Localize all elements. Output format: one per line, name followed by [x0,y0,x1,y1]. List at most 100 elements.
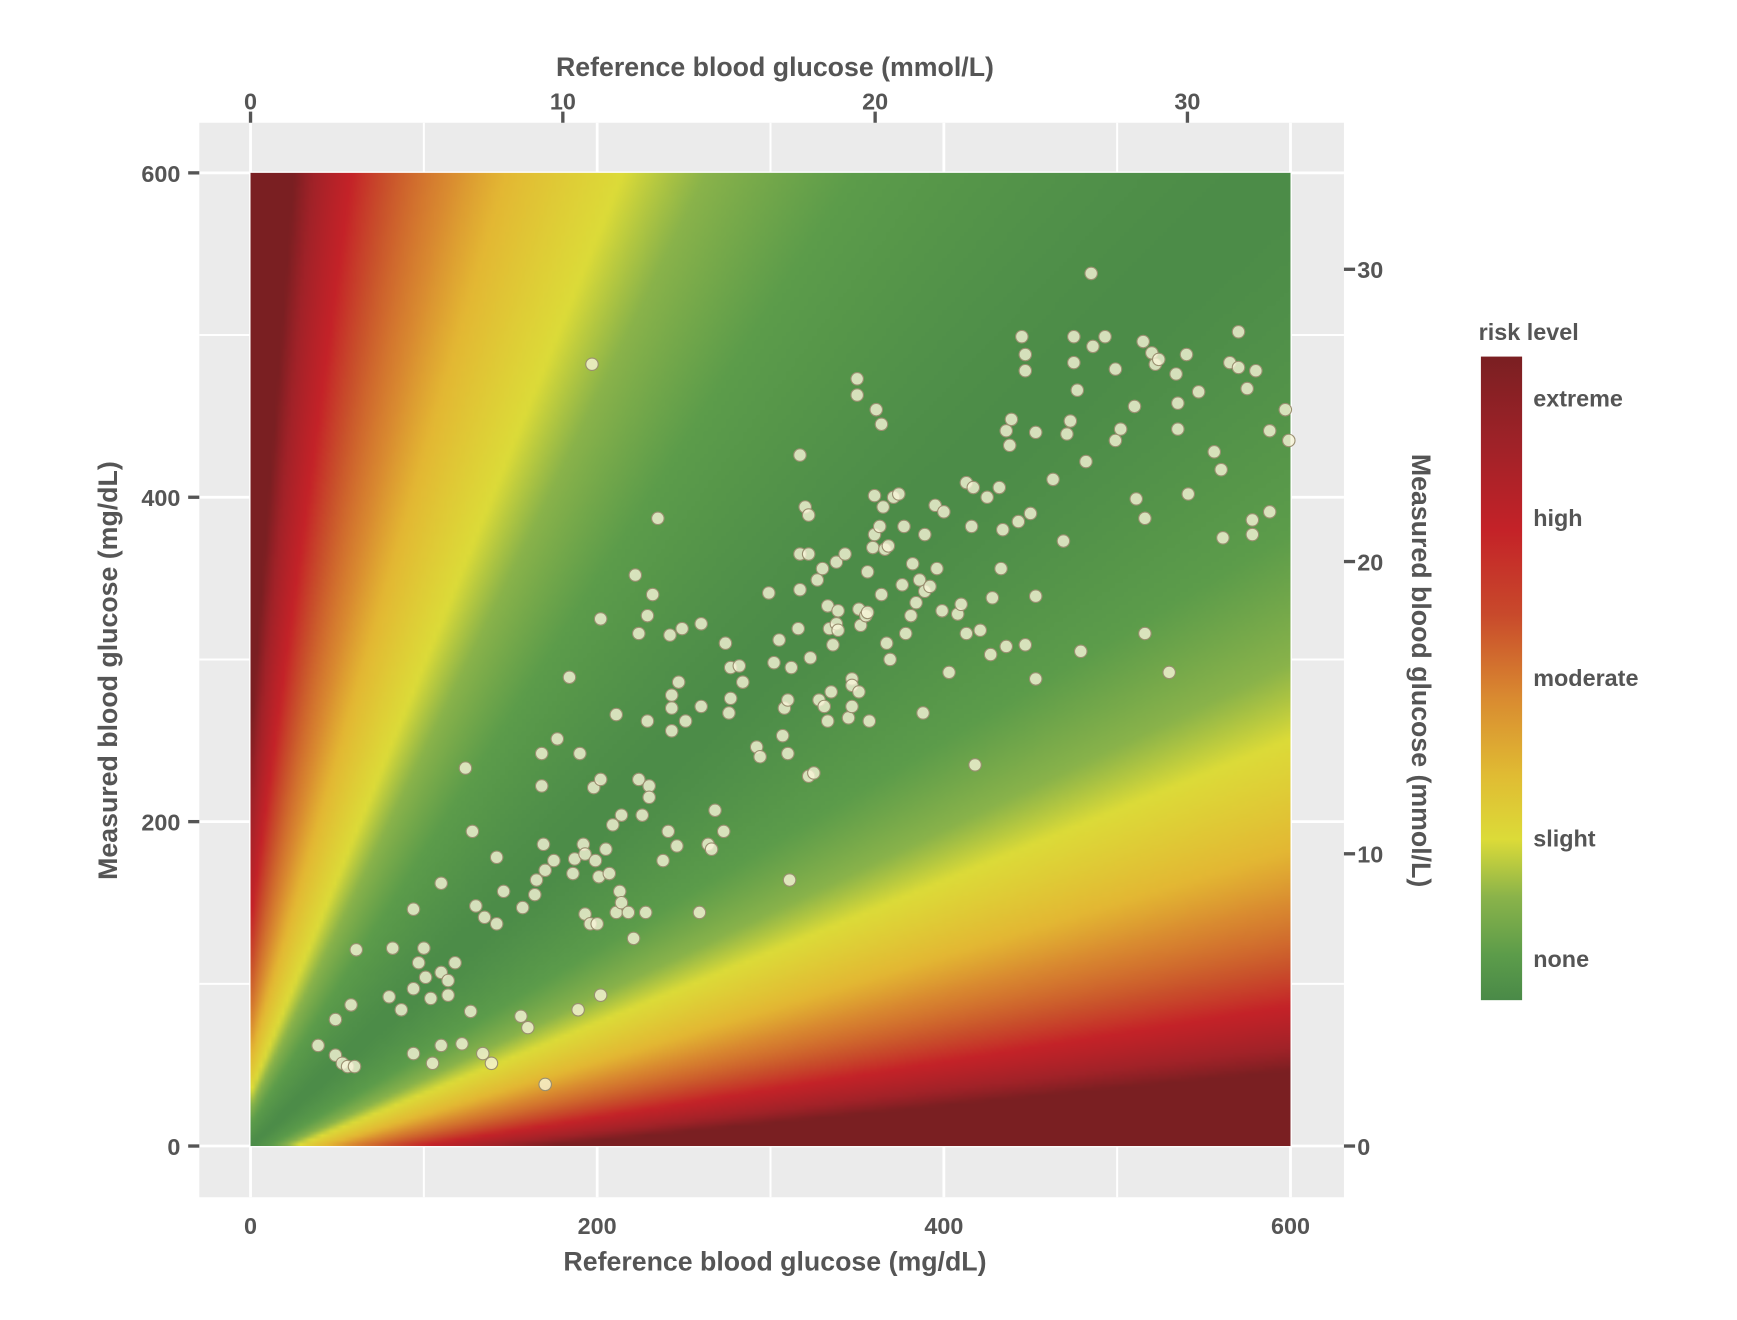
data-point [521,1020,535,1035]
y-axis-title-right: Measured blood glucose (mmol/L) [1406,454,1436,887]
legend-label-moderate: moderate [1533,665,1638,691]
data-point [441,988,455,1002]
data-point [1063,414,1078,428]
data-point [810,573,825,587]
data-point [860,605,875,620]
data-point [867,488,882,503]
data-point [328,1012,343,1027]
data-point [640,608,655,623]
y-tick-label-left: 200 [141,810,180,836]
data-point [406,1046,421,1061]
data-point [980,490,994,505]
data-point [964,519,979,534]
legend-label-high: high [1533,505,1582,531]
data-point [1098,329,1112,344]
data-point [959,626,974,641]
data-point [631,772,646,787]
data-point [411,955,426,970]
data-point [807,766,821,780]
data-point [605,818,620,832]
data-point [876,500,890,514]
data-point [983,647,998,662]
data-point [550,732,565,746]
data-point [716,824,731,839]
data-point [879,636,894,651]
data-point [718,636,733,651]
data-point [1129,492,1144,506]
data-point [349,942,364,957]
data-point [723,691,738,706]
data-point [883,652,897,667]
data-point [1015,329,1029,344]
x-tick-label-bottom: 0 [244,1213,257,1239]
data-point [874,587,889,602]
data-point [434,876,448,891]
data-point [801,508,816,522]
data-point [935,603,949,618]
y-tick-label-left: 0 [167,1134,180,1160]
y-tick-label-right: 0 [1357,1134,1370,1160]
axes: 0 200 400 600 0 200 400 600 0 10 20 30 0 10 20 30 [141,88,1383,1239]
data-point [1028,589,1043,603]
scatter-points [311,266,1296,1092]
data-point [484,1056,499,1071]
data-point [999,639,1014,654]
data-point [663,628,677,642]
data-point [385,941,400,955]
data-point [1070,383,1085,397]
data-point [434,1038,448,1053]
data-point [1060,427,1074,441]
data-point [850,372,864,386]
data-point [999,423,1014,438]
data-point [1002,438,1017,453]
data-point [1231,325,1246,339]
data-point [609,707,624,722]
data-point [845,699,859,714]
x-tick-label-top: 30 [1174,88,1200,114]
legend-label-extreme: extreme [1533,386,1623,412]
data-point [820,714,835,728]
data-point [645,587,660,602]
data-point [831,603,845,618]
data-point [923,579,937,594]
y-tick-label-right: 20 [1357,549,1383,575]
data-point [562,670,577,685]
data-point [599,842,613,857]
data-point [1084,266,1098,281]
data-point [801,547,816,561]
data-point [425,1056,440,1071]
data-point [593,772,608,787]
data-point [1245,527,1260,542]
data-point [1056,534,1071,548]
data-point [675,621,689,636]
data-point [1138,626,1152,641]
data-point [791,621,806,636]
data-point [1018,638,1033,652]
data-point [909,595,923,610]
x-axis-title-top: Reference blood glucose (mmol/L) [556,52,994,82]
data-point [463,1004,478,1019]
data-point [602,866,617,881]
data-point [578,847,592,861]
data-point [489,850,504,865]
data-point [1113,422,1128,436]
data-point [514,1009,528,1024]
data-point [1086,339,1100,354]
x-tick-label-top: 20 [862,88,888,114]
data-point [626,931,641,946]
data-point [732,659,747,673]
y-tick-label-left: 400 [141,485,180,511]
y-tick-label-right: 30 [1357,257,1383,283]
data-point [916,706,930,720]
data-point [992,480,1007,495]
data-point [872,519,887,534]
data-point [1179,347,1194,362]
data-point [671,675,686,689]
data-point [912,573,927,587]
data-point [784,660,799,675]
legend-colorbar [1480,356,1523,1001]
data-point [954,597,968,612]
data-point [529,873,544,887]
data-point [862,714,877,728]
